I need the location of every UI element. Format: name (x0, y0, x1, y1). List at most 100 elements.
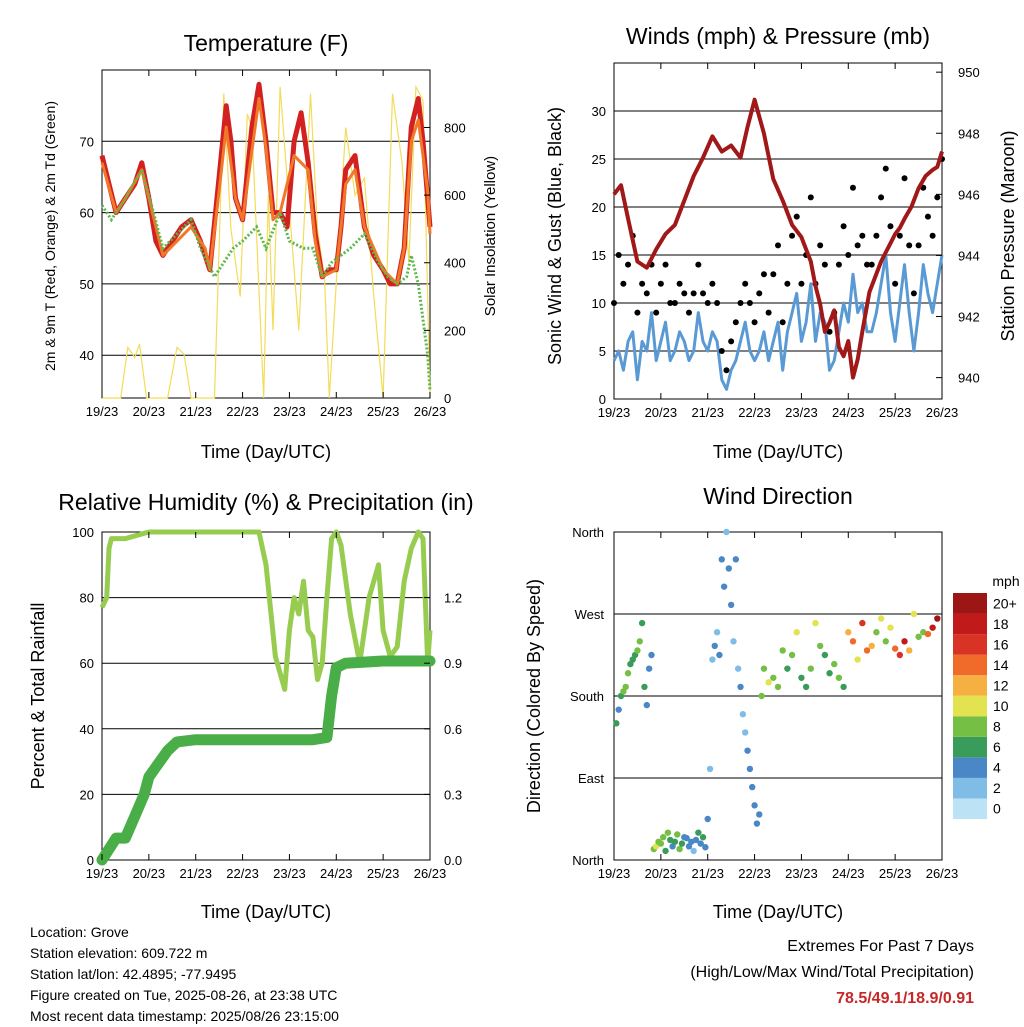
winds-ylabel: Sonic Wind & Gust (Blue, Black) (545, 107, 565, 365)
gust-point (821, 261, 828, 268)
gust-point (700, 290, 707, 297)
winds-title: Winds (mph) & Pressure (mb) (626, 23, 930, 49)
y-tick-label: North (572, 525, 604, 540)
direction-point (737, 683, 744, 691)
direction-point (868, 642, 875, 650)
pressure-line (612, 97, 944, 380)
direction-point (699, 834, 707, 841)
colorbar-label: 6 (993, 739, 1001, 755)
colorbar-label: 20+ (993, 595, 1017, 611)
y-tick-label: 40 (80, 348, 94, 363)
colorbar-swatch (953, 736, 987, 758)
x-tick-label: 20/23 (133, 404, 166, 419)
temperature-xlabel: Time (Day/UTC) (201, 442, 331, 462)
direction-point (835, 674, 843, 681)
direction-point (674, 831, 681, 838)
created-text: Figure created on Tue, 2025-08-26, at 23… (30, 987, 338, 1003)
direction-point (784, 665, 791, 672)
direction-point (821, 651, 829, 659)
temperature-panel: Temperature (F) 19/23 20/23 21/23 22/23 23/2… (42, 30, 499, 462)
direction-point (643, 701, 650, 709)
direction-point (690, 847, 697, 855)
gust-point (868, 261, 875, 268)
direction-point (711, 642, 718, 650)
y-tick-label: West (575, 607, 605, 622)
y-tick-label: 100 (72, 525, 94, 540)
gust-point (892, 280, 899, 287)
gust-point (854, 242, 861, 249)
speed-colorbar: 0 2 4 6 8 10 12 14 16 18 20+ (953, 593, 1017, 819)
gust-point (625, 261, 632, 268)
y2-tick-label: 0 (444, 391, 451, 406)
wind-direction-xlabel: Time (Day/UTC) (713, 902, 843, 922)
y-tick-label: 20 (592, 200, 606, 215)
x-tick-label: 23/23 (785, 866, 818, 881)
x-tick-label: 25/23 (367, 866, 400, 881)
direction-point (660, 834, 667, 841)
y2-tick-label: 940 (958, 371, 980, 386)
gust-point (685, 309, 692, 316)
gust-point (676, 280, 683, 287)
gust-point (878, 194, 885, 201)
x-tick-label: 24/23 (320, 866, 353, 881)
direction-point (831, 660, 838, 668)
temperature-plot-frame (101, 69, 431, 399)
direction-point (891, 645, 899, 652)
direction-point (734, 665, 742, 672)
gust-point (714, 300, 721, 306)
gust-point (929, 232, 936, 239)
direction-point (634, 647, 641, 654)
x-tick-label: 20/23 (133, 866, 166, 881)
y-tick-label: North (572, 853, 604, 868)
colorbar-label: 10 (993, 698, 1009, 714)
direction-point (749, 783, 756, 791)
direction-point (692, 836, 700, 844)
gust-point (770, 271, 777, 278)
sonic-wind-line (612, 253, 944, 391)
temperature-y2label: Solar Insolation (Yellow) (482, 156, 499, 316)
gust-point (864, 261, 871, 268)
direction-point (624, 670, 632, 677)
gust-point (737, 300, 744, 306)
direction-point (887, 624, 894, 631)
y-tick-label: 15 (592, 248, 606, 263)
direction-point (802, 683, 810, 691)
x-tick-label: 21/23 (179, 404, 212, 419)
direction-point (732, 556, 740, 563)
direction-point (613, 720, 620, 727)
direction-point (859, 619, 866, 627)
x-tick-label: 26/23 (414, 404, 447, 419)
colorbar-label: 4 (993, 760, 1001, 776)
direction-point (779, 647, 786, 654)
x-tick-label: 22/23 (226, 866, 259, 881)
gust-point (934, 194, 941, 201)
direction-point (615, 706, 622, 713)
gust-point (643, 290, 650, 297)
gust-point (657, 280, 664, 287)
gust-point (779, 319, 786, 326)
y-tick-label: 30 (592, 104, 606, 119)
direction-point (727, 601, 735, 609)
colorbar-swatch (953, 798, 987, 819)
gust-point (611, 300, 617, 306)
direction-point (702, 844, 709, 851)
gust-point (695, 261, 702, 268)
colorbar-swatch (953, 757, 987, 778)
gust-point (620, 280, 627, 287)
x-tick-label: 21/23 (691, 866, 724, 881)
direction-point (638, 619, 646, 627)
x-tick-label: 23/23 (273, 866, 306, 881)
extremes-heading: Extremes For Past 7 Days (787, 938, 974, 955)
direction-point (636, 638, 643, 645)
humidity-xlabel: Time (Day/UTC) (201, 902, 331, 922)
x-tick-label: 26/23 (414, 866, 447, 881)
y2-tick-label: 942 (958, 310, 980, 325)
direction-point (873, 629, 880, 636)
colorbar-swatch (953, 695, 987, 717)
y-tick-label: 0 (87, 853, 94, 868)
temperature-ylabel: 2m & 9m T (Red, Orange) & 2m Td (Green) (42, 101, 58, 371)
gust-point (615, 252, 622, 258)
colorbar-swatch (953, 593, 987, 614)
gust-point (789, 232, 796, 239)
direction-point (788, 651, 796, 659)
